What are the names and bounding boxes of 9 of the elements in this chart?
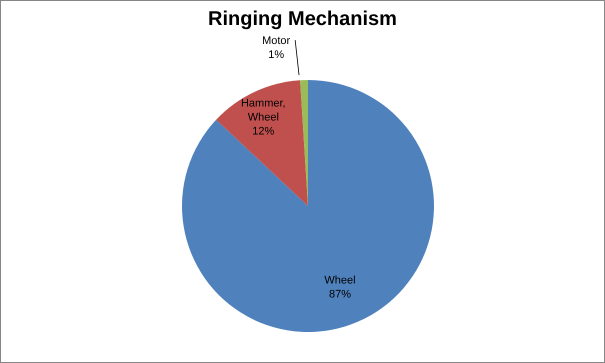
slice-label: Wheel	[324, 274, 356, 287]
pie-slice	[182, 80, 434, 332]
pie-slice	[216, 80, 308, 206]
slice-label: Motor	[262, 35, 291, 48]
data-label: 1%	[268, 49, 284, 62]
slice-label: Hammer, Wheel	[240, 98, 286, 124]
data-label: 12%	[252, 126, 275, 138]
chart-title: Ringing Mechanism	[207, 7, 398, 31]
data-label: 87%	[329, 288, 352, 301]
